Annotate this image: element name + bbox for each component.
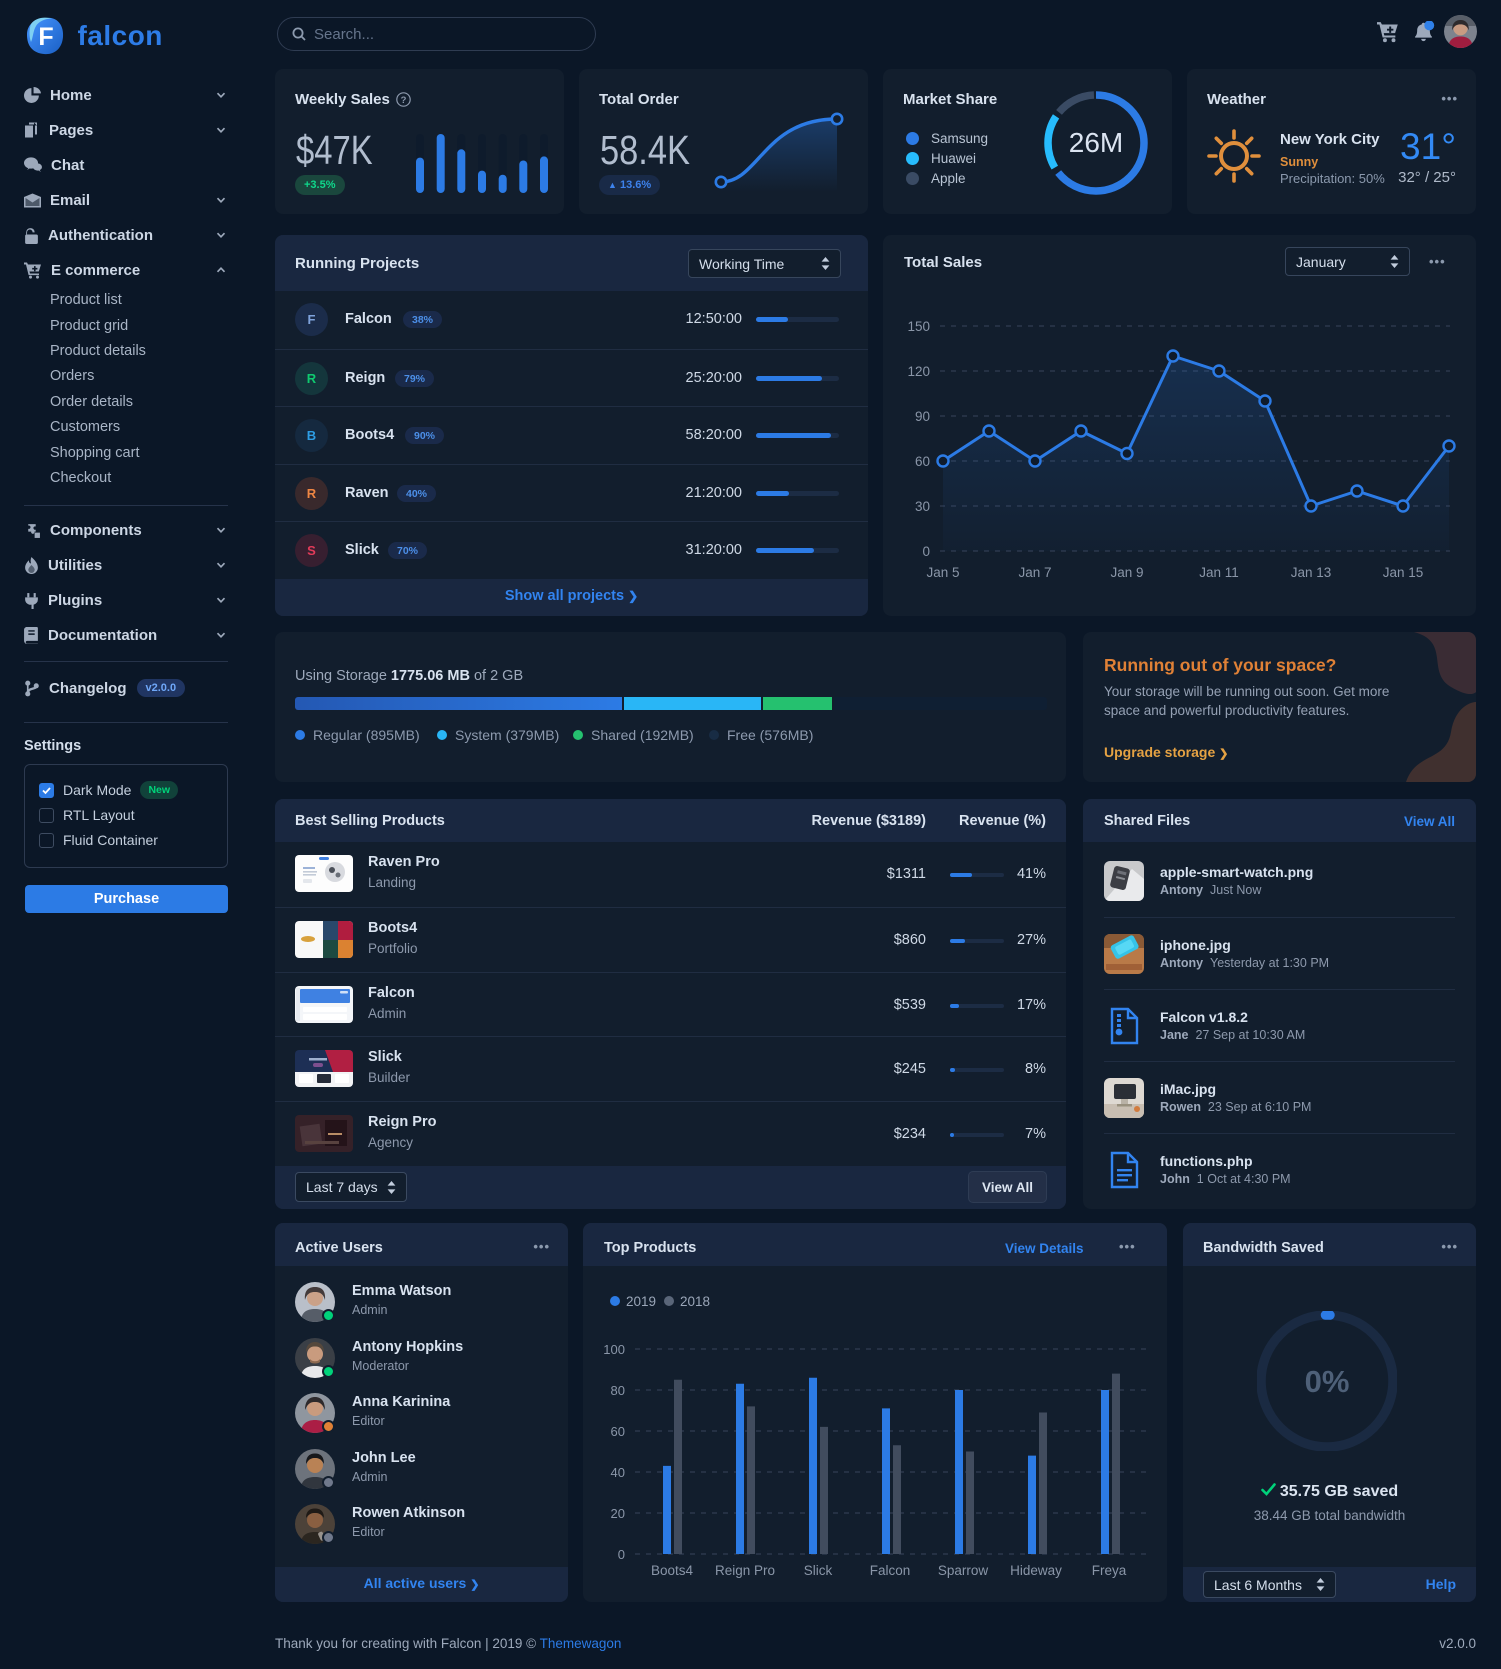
svg-text:Hideway: Hideway — [1010, 1563, 1062, 1578]
svg-text:Jan 5: Jan 5 — [926, 565, 959, 580]
svg-text:2019: 2019 — [626, 1294, 656, 1309]
svg-text:0: 0 — [922, 544, 930, 559]
svg-text:26M: 26M — [1069, 127, 1123, 158]
svg-text:Slick: Slick — [804, 1563, 833, 1578]
svg-text:60: 60 — [611, 1424, 625, 1439]
svg-text:30: 30 — [915, 499, 930, 514]
svg-text:40: 40 — [611, 1465, 625, 1480]
svg-text:20: 20 — [611, 1506, 625, 1521]
svg-text:Jan 9: Jan 9 — [1110, 565, 1143, 580]
svg-text:Sparrow: Sparrow — [938, 1563, 989, 1578]
svg-text:80: 80 — [611, 1383, 625, 1398]
svg-text:Reign Pro: Reign Pro — [715, 1563, 775, 1578]
svg-text:0%: 0% — [1305, 1364, 1350, 1399]
svg-text:Jan 7: Jan 7 — [1018, 565, 1051, 580]
svg-text:Freya: Freya — [1092, 1563, 1127, 1578]
svg-text:Boots4: Boots4 — [651, 1563, 694, 1578]
svg-text:150: 150 — [907, 319, 930, 334]
svg-text:120: 120 — [907, 364, 930, 379]
svg-text:Jan 13: Jan 13 — [1291, 565, 1332, 580]
svg-text:100: 100 — [603, 1342, 625, 1357]
svg-text:2018: 2018 — [680, 1294, 710, 1309]
svg-text:Falcon: Falcon — [870, 1563, 911, 1578]
svg-text:90: 90 — [915, 409, 930, 424]
svg-text:?: ? — [401, 95, 407, 106]
svg-text:F: F — [38, 23, 53, 51]
svg-text:60: 60 — [915, 454, 930, 469]
svg-text:Jan 15: Jan 15 — [1383, 565, 1424, 580]
svg-text:0: 0 — [618, 1547, 625, 1562]
svg-text:Jan 11: Jan 11 — [1199, 565, 1239, 580]
